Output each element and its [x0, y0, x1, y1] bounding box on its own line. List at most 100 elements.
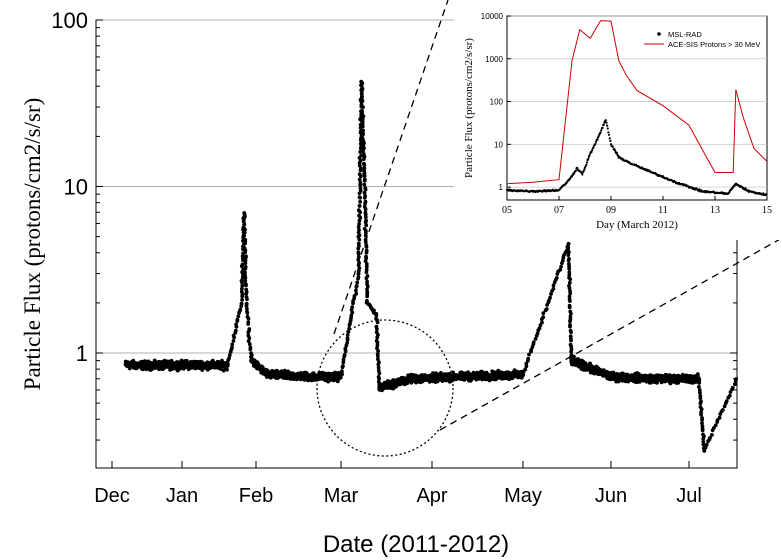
data-point — [701, 439, 706, 444]
msl-rad-point — [592, 146, 595, 149]
msl-rad-point — [698, 188, 701, 191]
data-point — [540, 320, 544, 325]
data-point — [354, 291, 359, 296]
main-x-tick-label-Mar: Mar — [324, 485, 359, 507]
data-point — [524, 361, 529, 366]
data-point — [356, 275, 361, 280]
inset-y-tick-label-1000: 1000 — [485, 55, 503, 64]
data-point — [235, 317, 240, 322]
msl-rad-point — [583, 168, 586, 171]
data-point — [347, 326, 351, 331]
data-point — [243, 241, 247, 246]
data-point — [567, 250, 571, 255]
data-point — [236, 314, 241, 319]
data-point — [226, 362, 230, 366]
data-point — [231, 333, 236, 338]
data-point — [248, 347, 253, 352]
data-point — [363, 259, 368, 263]
data-point — [240, 286, 244, 291]
inset-y-tick-label-10000: 10000 — [481, 12, 504, 21]
data-point — [376, 365, 381, 370]
data-point — [243, 227, 247, 232]
data-point — [360, 121, 365, 126]
data-point — [730, 385, 735, 390]
data-point — [363, 231, 368, 236]
data-point — [712, 426, 716, 430]
data-point — [376, 362, 381, 367]
data-point — [364, 223, 369, 228]
main-chart: 1 10 100 Dec Jan Feb Mar Apr May Jun Jul Date (20… — [20, 0, 782, 558]
zoom-connector-line-upper — [333, 0, 449, 335]
data-point — [572, 354, 576, 359]
data-point — [127, 366, 132, 371]
data-point — [549, 292, 553, 296]
data-point — [377, 371, 382, 376]
main-x-axis-label: Date (2011-2012) — [323, 531, 509, 558]
data-point — [345, 333, 350, 337]
data-point — [537, 326, 542, 331]
data-point — [697, 385, 701, 389]
data-point — [357, 228, 361, 232]
data-point — [541, 315, 546, 320]
main-x-tick-label-Dec: Dec — [94, 485, 130, 507]
data-point — [230, 342, 235, 347]
data-point — [569, 311, 573, 316]
data-point — [360, 124, 365, 129]
data-point — [247, 342, 252, 347]
main-y-tick-label-10: 10 — [64, 175, 88, 200]
data-point — [566, 253, 571, 257]
data-point — [365, 287, 369, 291]
data-point — [357, 218, 362, 223]
msl-rad-point — [606, 124, 609, 127]
data-point — [357, 172, 362, 177]
inset-y-tick-label-10: 10 — [494, 140, 503, 149]
msl-rad-point — [587, 157, 590, 160]
msl-rad-point — [765, 193, 768, 196]
data-point — [349, 313, 354, 318]
main-x-ticks: Dec Jan Feb Mar Apr May Jun Jul — [94, 461, 702, 507]
data-point — [343, 346, 348, 351]
data-point — [341, 360, 346, 365]
main-x-tick-label-Jul: Jul — [676, 485, 702, 507]
data-point — [375, 335, 380, 340]
data-point — [240, 283, 245, 288]
msl-rad-point — [606, 127, 609, 130]
data-point — [358, 189, 363, 193]
data-point — [566, 247, 570, 252]
data-point — [246, 322, 251, 326]
data-point — [362, 191, 367, 195]
data-point — [359, 91, 364, 96]
data-point — [243, 266, 248, 271]
data-point — [365, 294, 370, 299]
data-point — [700, 421, 704, 426]
data-point — [242, 222, 247, 227]
main-x-tick-label-May: May — [504, 485, 542, 507]
legend-label-ace-sis: ACE-SIS Protons > 30 MeV — [668, 40, 760, 49]
msl-rad-point — [582, 169, 585, 173]
data-point — [350, 305, 355, 309]
data-point — [733, 382, 737, 387]
data-point — [246, 316, 251, 321]
data-point — [568, 277, 573, 282]
msl-rad-point — [576, 166, 579, 169]
data-point — [713, 423, 718, 428]
data-point — [239, 289, 244, 294]
data-point — [359, 83, 364, 88]
data-point — [375, 320, 380, 325]
data-point — [362, 178, 367, 183]
inset-y-axis-label: Particle Flux (protons/cm2/s/sr) — [463, 38, 475, 178]
data-point — [526, 356, 531, 361]
data-point — [358, 150, 363, 154]
data-point — [243, 258, 248, 263]
inset-background — [454, 0, 782, 240]
msl-rad-point — [600, 129, 603, 132]
data-point — [243, 275, 248, 280]
data-point — [355, 280, 360, 285]
data-point — [240, 270, 245, 274]
data-point — [529, 348, 534, 352]
data-point — [548, 295, 552, 300]
data-point — [243, 270, 247, 275]
data-point — [242, 233, 247, 238]
data-point — [362, 163, 367, 168]
